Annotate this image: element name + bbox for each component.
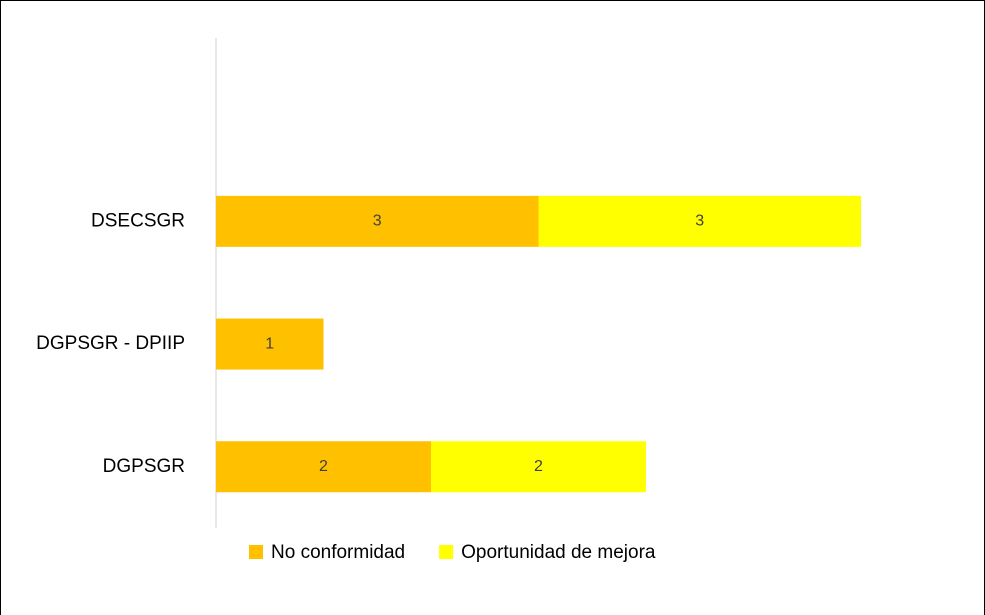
y-tick-label: DSECSGR bbox=[91, 210, 185, 231]
legend-label: No conformidad bbox=[271, 542, 405, 563]
data-label: 3 bbox=[373, 213, 382, 230]
data-label: 1 bbox=[265, 335, 274, 352]
bar bbox=[216, 318, 324, 370]
y-tick-label: DGPSGR bbox=[103, 456, 185, 477]
y-tick-label: DGPSGR - DPIIP bbox=[36, 333, 185, 354]
data-label: 2 bbox=[319, 458, 328, 475]
bar bbox=[216, 441, 431, 493]
legend-swatch bbox=[249, 545, 263, 559]
data-label: 2 bbox=[534, 458, 543, 475]
bar bbox=[431, 441, 646, 493]
legend-label: Oportunidad de mejora bbox=[461, 542, 656, 563]
legend-swatch bbox=[439, 545, 454, 559]
bar bbox=[216, 195, 539, 247]
bar bbox=[538, 195, 861, 247]
data-label: 3 bbox=[695, 213, 704, 230]
